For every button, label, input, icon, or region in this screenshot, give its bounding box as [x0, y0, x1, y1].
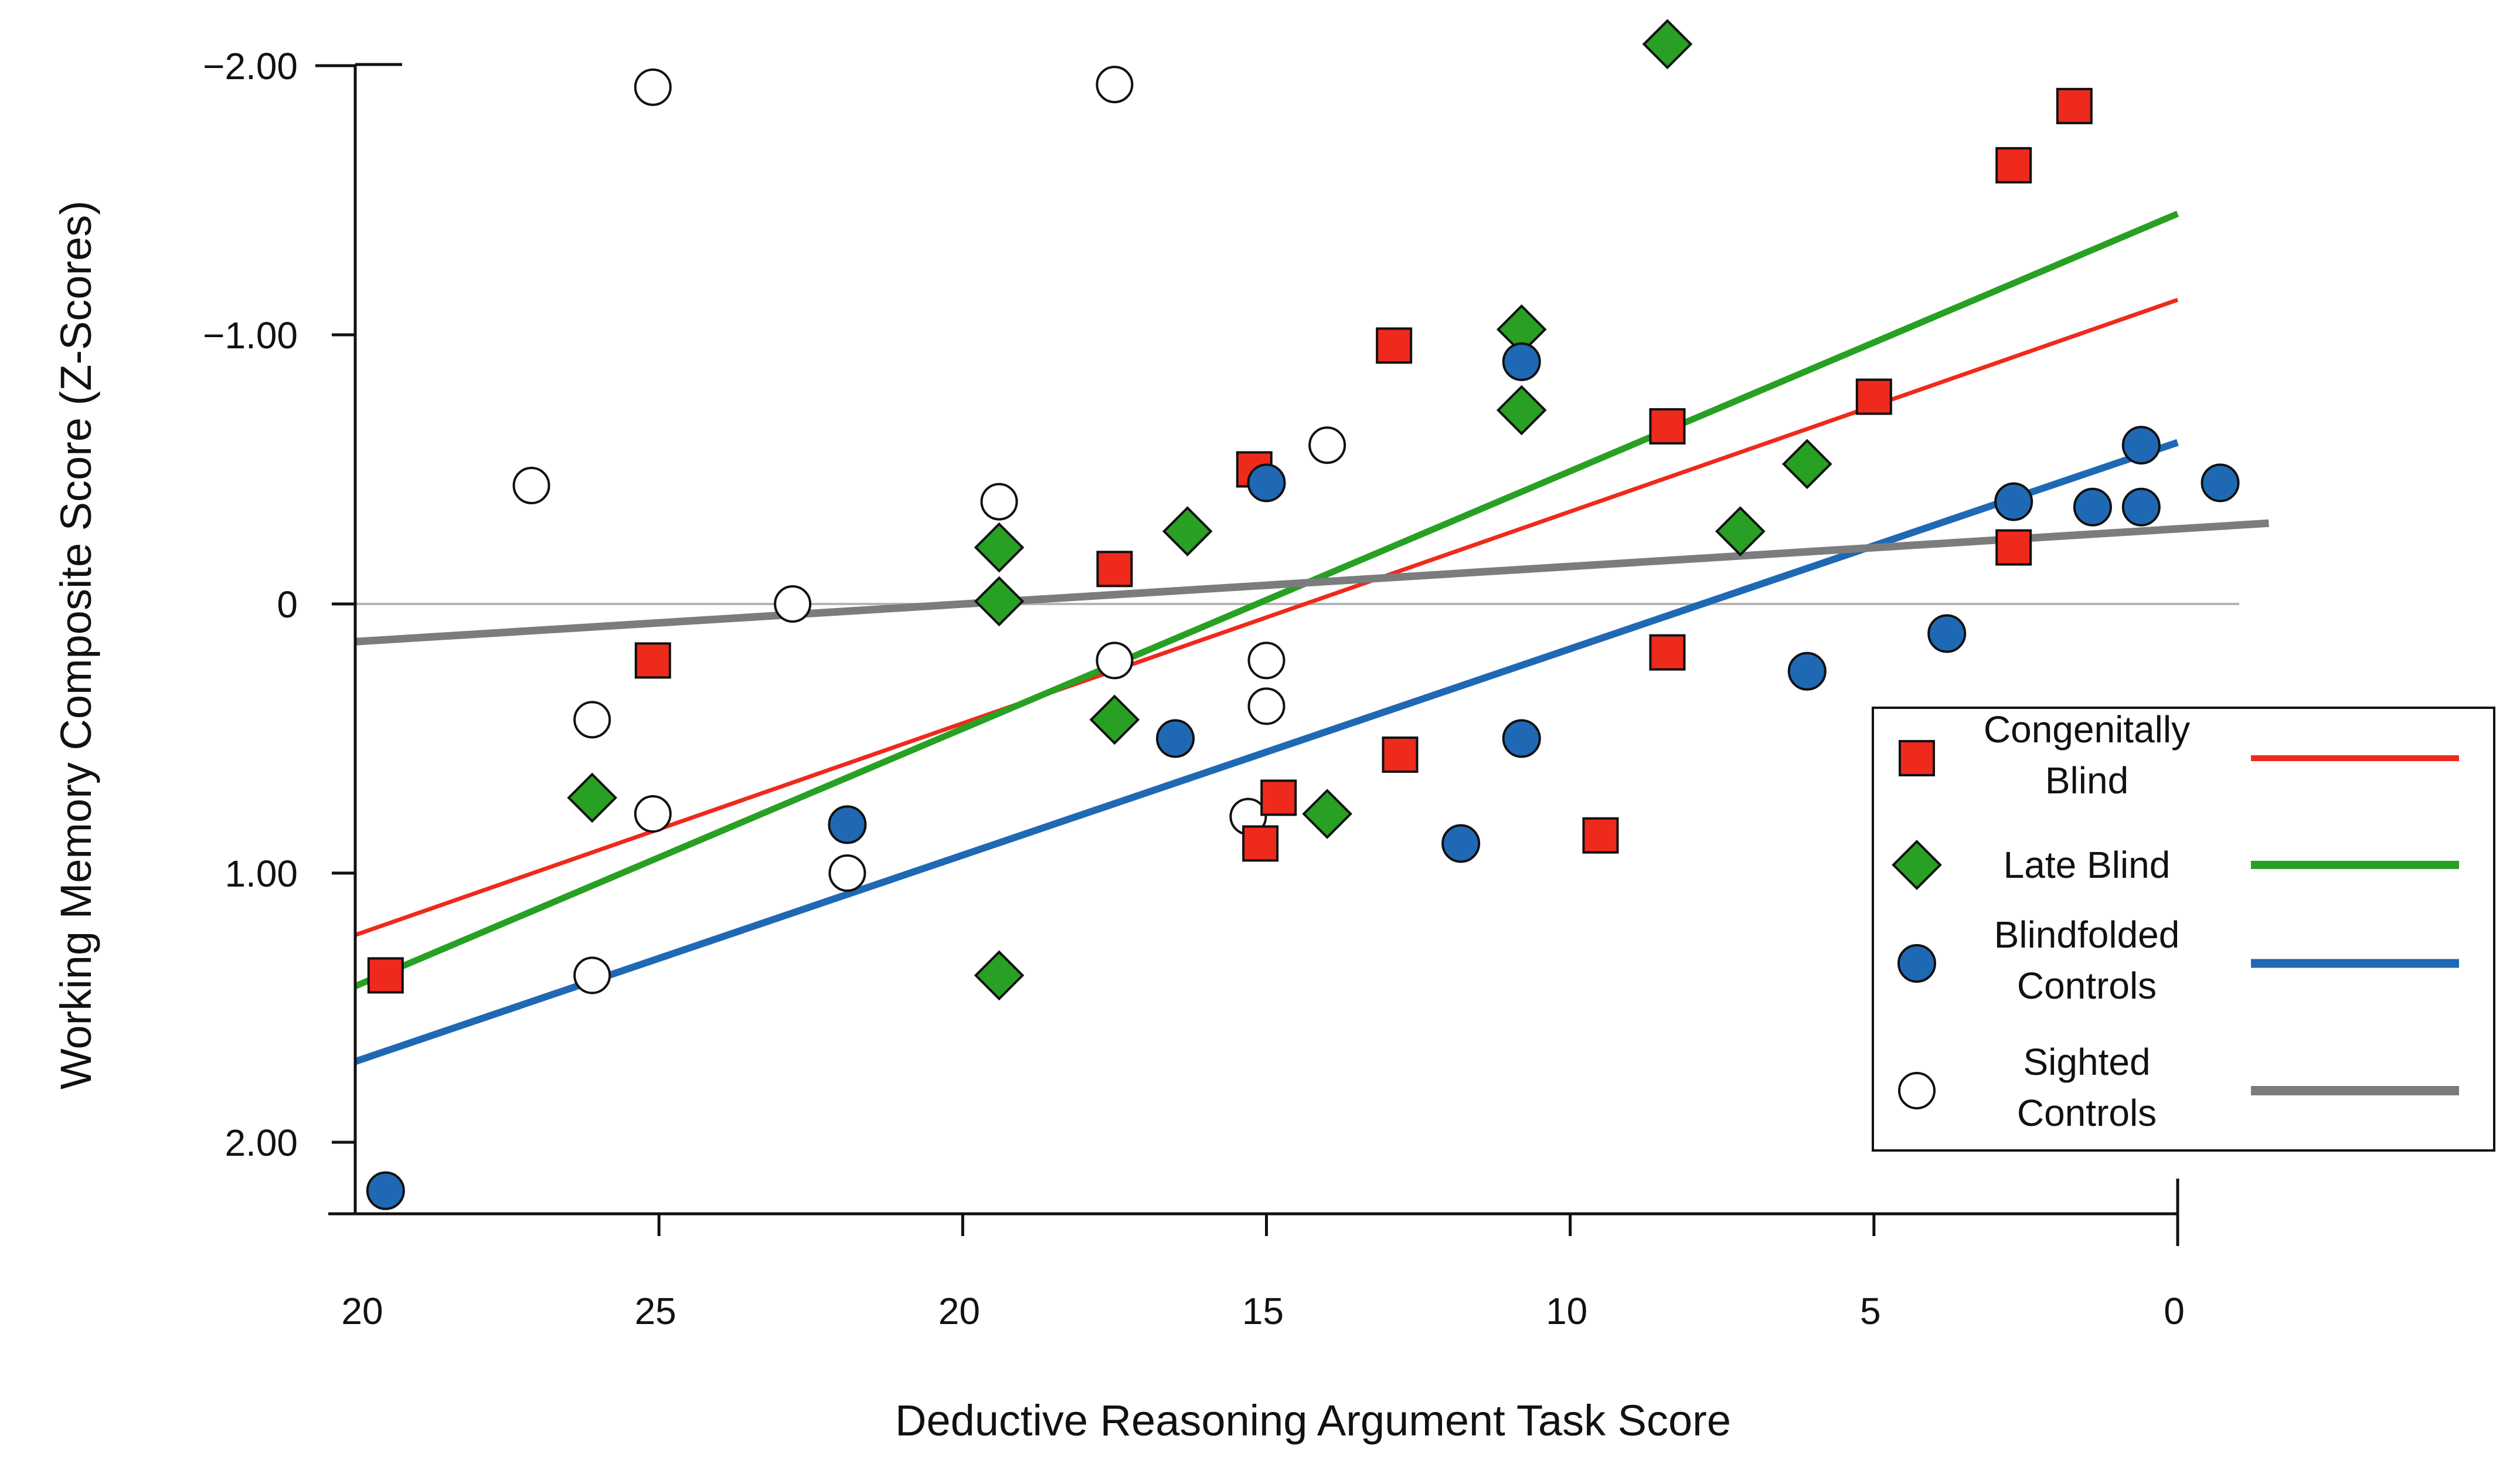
x-tick-label: 20 [938, 1290, 980, 1332]
data-point [2056, 87, 2093, 124]
data-point [1376, 327, 1413, 364]
x-tick-label: 0 [2164, 1290, 2185, 1332]
legend-label: Controls [2017, 1092, 2157, 1134]
legend-label: Sighted [2023, 1041, 2150, 1083]
data-point [828, 805, 867, 844]
y-tick-label: −1.00 [203, 314, 298, 357]
x-tick-label: 20 [341, 1290, 383, 1332]
x-tick-label: 5 [1860, 1290, 1881, 1332]
data-point [1242, 825, 1279, 862]
data-point [512, 467, 550, 505]
legend-marker [1892, 840, 1942, 890]
data-point [1096, 66, 1134, 104]
data-point [1715, 506, 1766, 556]
data-point [2121, 426, 2161, 465]
legend-marker [1898, 1072, 1936, 1109]
data-point [2073, 487, 2112, 527]
data-point [2121, 487, 2161, 527]
data-point [366, 1171, 405, 1210]
data-point [1994, 482, 2033, 521]
y-tick-label: 1.00 [225, 853, 298, 895]
legend-label: Late Blind [2004, 844, 2171, 886]
legend-label: Controls [2017, 965, 2157, 1007]
data-point [1502, 342, 1541, 381]
legend-box [1872, 707, 2495, 1152]
data-point [1496, 385, 1547, 436]
data-point [367, 957, 404, 994]
data-point [1308, 426, 1346, 464]
legend-marker [1897, 944, 1936, 983]
data-point [1302, 789, 1352, 839]
data-point [2201, 463, 2240, 503]
data-point [1382, 736, 1419, 773]
data-point [1089, 694, 1140, 745]
legend-marker [1899, 740, 1935, 776]
data-point [1156, 719, 1195, 758]
legend-label: Blind [2045, 759, 2128, 802]
data-point [1582, 817, 1619, 854]
y-tick-label: −2.00 [203, 45, 298, 87]
data-point [1247, 687, 1285, 725]
y-ticks: −2.00 −1.00 0 1.00 2.00 [203, 45, 355, 1216]
legend: Congenitally Blind Late Blind Blindfolded Co… [1872, 707, 2495, 1152]
data-point [1502, 719, 1541, 758]
data-point [1247, 641, 1285, 680]
data-point [1096, 641, 1134, 680]
x-tick-label: 10 [1546, 1290, 1587, 1332]
data-point [1855, 378, 1892, 415]
y-axis-title: Working Memory Composite Score (Z-Scores… [52, 201, 100, 1089]
data-point [1649, 634, 1686, 671]
legend-entries: Congenitally Blind Late Blind Blindfolded Co… [1892, 708, 2459, 1134]
y-tick-label: 0 [277, 583, 298, 626]
x-tick-label: 15 [1242, 1290, 1284, 1332]
data-point [573, 701, 611, 739]
data-point [1787, 651, 1827, 691]
x-tick-label: 25 [635, 1290, 676, 1332]
data-point [1162, 506, 1213, 556]
data-point [634, 68, 672, 106]
data-point [1782, 439, 1832, 490]
data-point [1096, 551, 1133, 588]
data-point [1995, 529, 2032, 566]
data-point [980, 483, 1018, 521]
data-point [1260, 779, 1297, 816]
data-point [1642, 19, 1693, 70]
data-point [1927, 614, 1967, 653]
data-point [974, 522, 1025, 573]
data-points [366, 19, 2240, 1210]
x-axis-title: Deductive Reasoning Argument Task Score [895, 1396, 1731, 1445]
legend-label: Congenitally [1984, 708, 2190, 751]
data-point [828, 854, 866, 892]
data-point [974, 576, 1025, 627]
data-point [974, 950, 1025, 1001]
data-point [774, 585, 812, 623]
legend-label: Blindfolded [1994, 914, 2180, 956]
data-point [1649, 408, 1686, 445]
data-point [1441, 824, 1481, 863]
trend-line [353, 211, 2179, 989]
data-point [634, 642, 671, 679]
data-point [567, 772, 617, 823]
x-ticks: 20 25 20 15 10 5 0 [341, 1214, 2185, 1332]
data-point [1247, 463, 1286, 503]
data-point [634, 795, 672, 833]
trend-line [355, 519, 2269, 646]
data-point [573, 956, 611, 994]
data-point [1995, 147, 2032, 184]
y-tick-label: 2.00 [225, 1122, 298, 1164]
